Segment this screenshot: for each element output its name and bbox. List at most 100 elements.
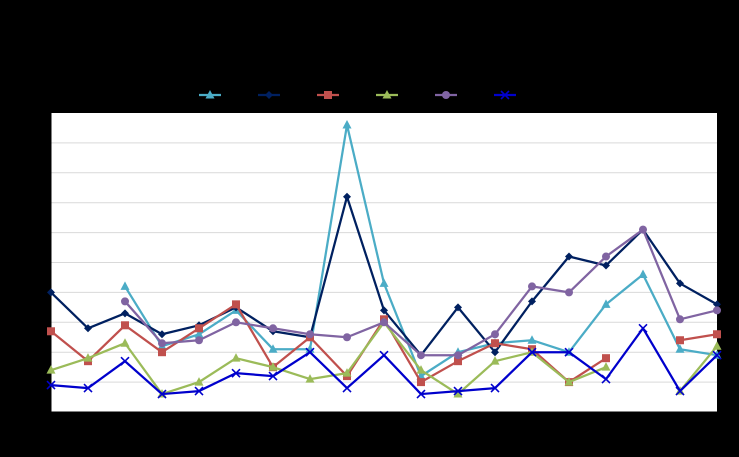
series-6-point	[527, 347, 537, 357]
series-2-point	[713, 300, 721, 309]
series-4-point	[305, 374, 315, 383]
x-marker-stroke	[120, 356, 130, 366]
series-6-point	[231, 368, 241, 378]
series-5-point	[121, 297, 129, 306]
series-3-point	[121, 321, 129, 330]
series-6	[46, 323, 722, 399]
series-6-point	[157, 389, 167, 399]
series-3-line	[50, 303, 607, 384]
series-3-point	[676, 336, 684, 345]
x-marker-stroke	[712, 350, 722, 360]
x-marker-stroke	[194, 386, 204, 396]
x-marker-stroke	[157, 389, 167, 399]
series-5-point	[491, 330, 499, 339]
series-3-point	[232, 300, 240, 309]
series-3-point	[713, 330, 721, 339]
series-2-point	[158, 330, 166, 339]
series-1-point	[120, 281, 130, 290]
series-2-point	[565, 252, 573, 261]
legend-item-3	[317, 91, 339, 99]
x-marker-stroke	[500, 90, 510, 100]
x-marker-stroke	[46, 380, 56, 390]
series-6-point	[675, 386, 685, 396]
series-2-point	[47, 288, 55, 297]
series-1-point	[601, 299, 611, 308]
series-4-point	[342, 368, 352, 377]
series-4-point	[564, 377, 574, 386]
legend-swatch-marker	[442, 91, 450, 99]
series-6-point	[83, 383, 93, 393]
x-marker-stroke	[453, 386, 463, 396]
series-3-point	[491, 339, 499, 348]
x-marker-stroke	[490, 383, 500, 393]
series-3-point	[158, 348, 166, 357]
axes	[46, 112, 718, 417]
series-layer	[46, 119, 722, 399]
series-4-point	[416, 365, 426, 374]
series-5	[121, 225, 721, 360]
x-marker-stroke	[379, 350, 389, 360]
x-marker-stroke	[527, 347, 537, 357]
series-3-point	[417, 378, 425, 387]
series-2-point	[121, 309, 129, 318]
series-1-point	[342, 119, 352, 129]
series-4-point	[194, 377, 204, 386]
series-5-point	[639, 225, 647, 234]
series-6-point	[305, 347, 315, 357]
legend-item-2	[258, 91, 280, 99]
series-4-point	[231, 353, 241, 362]
series-6-point	[601, 374, 611, 384]
series-5-point	[306, 330, 314, 339]
series-2-point	[602, 261, 610, 270]
series-2-point	[343, 192, 351, 201]
x-marker-stroke	[638, 323, 648, 333]
series-3-point	[602, 354, 610, 363]
series-6-point	[490, 383, 500, 393]
series-4-point	[712, 341, 722, 350]
series-6-point	[638, 323, 648, 333]
legend-swatch-marker	[382, 90, 392, 99]
series-5-point	[195, 336, 203, 345]
series-6-point	[712, 350, 722, 360]
x-marker-stroke	[675, 386, 685, 396]
series-6-point	[194, 386, 204, 396]
series-4-point	[268, 362, 278, 371]
series-5-point	[676, 315, 684, 324]
series-5-point	[454, 351, 462, 360]
series-4-point	[601, 362, 611, 371]
series-1-point	[268, 344, 278, 353]
legend-swatch-marker	[324, 91, 332, 99]
series-5-point	[565, 288, 573, 297]
series-3-point	[47, 327, 55, 336]
series-2-point	[84, 324, 92, 333]
series-1-point	[675, 344, 685, 353]
series-6-point	[379, 350, 389, 360]
x-marker-stroke	[268, 371, 278, 381]
x-marker-stroke	[305, 347, 315, 357]
x-marker-stroke	[342, 383, 352, 393]
series-5-point	[269, 324, 277, 333]
legend-item-1	[199, 90, 221, 99]
legend-swatch-marker	[205, 90, 215, 99]
series-2-point	[528, 297, 536, 306]
series-5-point	[602, 252, 610, 261]
series-4-point	[120, 338, 130, 347]
series-2-point	[676, 279, 684, 288]
series-4-point	[46, 365, 56, 374]
series-5-point	[528, 282, 536, 291]
series-1-point	[379, 278, 389, 287]
series-1-point	[527, 335, 537, 344]
series-5-point	[343, 333, 351, 342]
series-4-point	[490, 356, 500, 365]
series-5-point	[713, 306, 721, 315]
series-1-point	[638, 269, 648, 278]
series-3-point	[454, 357, 462, 366]
series-5-point	[417, 351, 425, 360]
legend-swatch-marker	[500, 90, 510, 100]
series-6-point	[268, 371, 278, 381]
series-6-point	[342, 383, 352, 393]
series-4-line	[50, 321, 607, 396]
series-3-point	[195, 324, 203, 333]
series-2-point	[380, 306, 388, 315]
